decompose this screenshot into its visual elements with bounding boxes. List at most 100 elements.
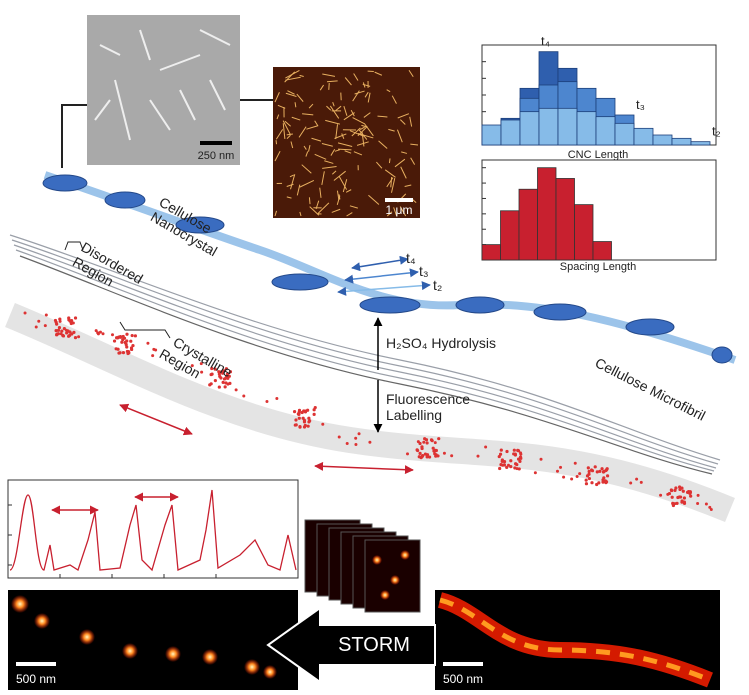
- dot: [498, 452, 503, 456]
- dot: [573, 461, 577, 465]
- dot: [43, 324, 47, 328]
- dot: [223, 385, 227, 389]
- dot: [682, 500, 686, 504]
- dot: [450, 454, 454, 458]
- dot: [368, 440, 372, 444]
- dot: [110, 333, 114, 337]
- storm-label: STORM: [338, 634, 410, 656]
- fiber: [286, 134, 291, 139]
- dot: [570, 477, 574, 481]
- dot: [680, 486, 684, 490]
- dot: [590, 468, 594, 472]
- fiber: [349, 130, 364, 137]
- bar: [519, 111, 540, 146]
- dot: [587, 476, 592, 481]
- dot: [58, 319, 62, 323]
- dot: [659, 493, 663, 497]
- crystal: [104, 191, 146, 209]
- dot: [125, 345, 129, 349]
- dot: [433, 452, 437, 456]
- dot: [96, 332, 100, 336]
- fiber: [311, 137, 322, 142]
- dot: [34, 325, 38, 329]
- bar: [690, 141, 711, 146]
- fiber: [319, 187, 322, 198]
- dot: [190, 364, 194, 368]
- fiber: [319, 84, 325, 91]
- fiber: [388, 158, 391, 164]
- fiber: [314, 120, 319, 127]
- dot: [516, 457, 521, 461]
- dot: [674, 486, 678, 490]
- dot: [303, 409, 307, 413]
- fiber: [321, 171, 325, 185]
- fiber: [296, 93, 304, 102]
- fiber: [276, 114, 280, 120]
- dot: [116, 336, 120, 340]
- dot: [432, 449, 436, 453]
- bar: [652, 134, 673, 146]
- fiber: [334, 149, 341, 152]
- fiber: [397, 113, 410, 119]
- fiber: [274, 92, 280, 103]
- fiber: [322, 166, 337, 169]
- fiber: [404, 184, 412, 187]
- time-label: t₃: [419, 263, 429, 279]
- dot: [130, 333, 134, 338]
- fiber: [317, 202, 330, 214]
- bar: [537, 167, 557, 261]
- dot: [677, 495, 682, 499]
- fiber: [353, 73, 359, 81]
- fiber: [324, 160, 334, 164]
- fiber: [303, 145, 307, 150]
- fiber: [410, 157, 416, 165]
- fiber: [290, 174, 296, 190]
- dot: [307, 420, 311, 424]
- dot: [337, 435, 341, 439]
- dot: [217, 385, 221, 389]
- dot: [357, 432, 361, 436]
- time-label: t₄: [406, 250, 416, 266]
- dot: [242, 394, 246, 398]
- dot: [59, 332, 63, 336]
- dot: [639, 480, 643, 484]
- dot: [213, 367, 217, 371]
- dot: [64, 328, 68, 332]
- dot: [688, 491, 692, 495]
- dot: [120, 340, 124, 344]
- dot: [595, 470, 599, 474]
- dot: [505, 465, 509, 469]
- fiber: [299, 74, 304, 77]
- dot: [420, 446, 424, 451]
- fiber: [301, 164, 312, 174]
- dot: [219, 376, 223, 380]
- dot: [431, 446, 435, 450]
- dot: [226, 382, 230, 386]
- dot: [98, 330, 102, 334]
- fiber: [335, 105, 342, 112]
- dot: [584, 478, 588, 482]
- dot: [118, 351, 122, 355]
- fiber: [308, 197, 311, 205]
- fiber: [305, 151, 309, 157]
- fiber: [401, 151, 408, 154]
- scale-label: 1 μm: [386, 203, 413, 217]
- dot: [505, 449, 509, 454]
- fiber: [376, 161, 383, 169]
- fiber: [299, 211, 302, 217]
- bar: [518, 188, 538, 261]
- dot: [125, 339, 129, 343]
- fiber: [282, 123, 286, 139]
- spot: [390, 575, 400, 585]
- fiber: [350, 109, 355, 117]
- fiber: [294, 102, 297, 108]
- dot: [302, 418, 307, 423]
- series-label: t₄: [541, 34, 550, 49]
- time-label: t₂: [433, 277, 442, 293]
- profile-trace: [9, 489, 297, 572]
- dot: [296, 412, 300, 416]
- crystal: [711, 346, 733, 364]
- dot: [101, 332, 105, 336]
- spacing-arrow: [119, 403, 193, 436]
- fiber: [341, 133, 345, 140]
